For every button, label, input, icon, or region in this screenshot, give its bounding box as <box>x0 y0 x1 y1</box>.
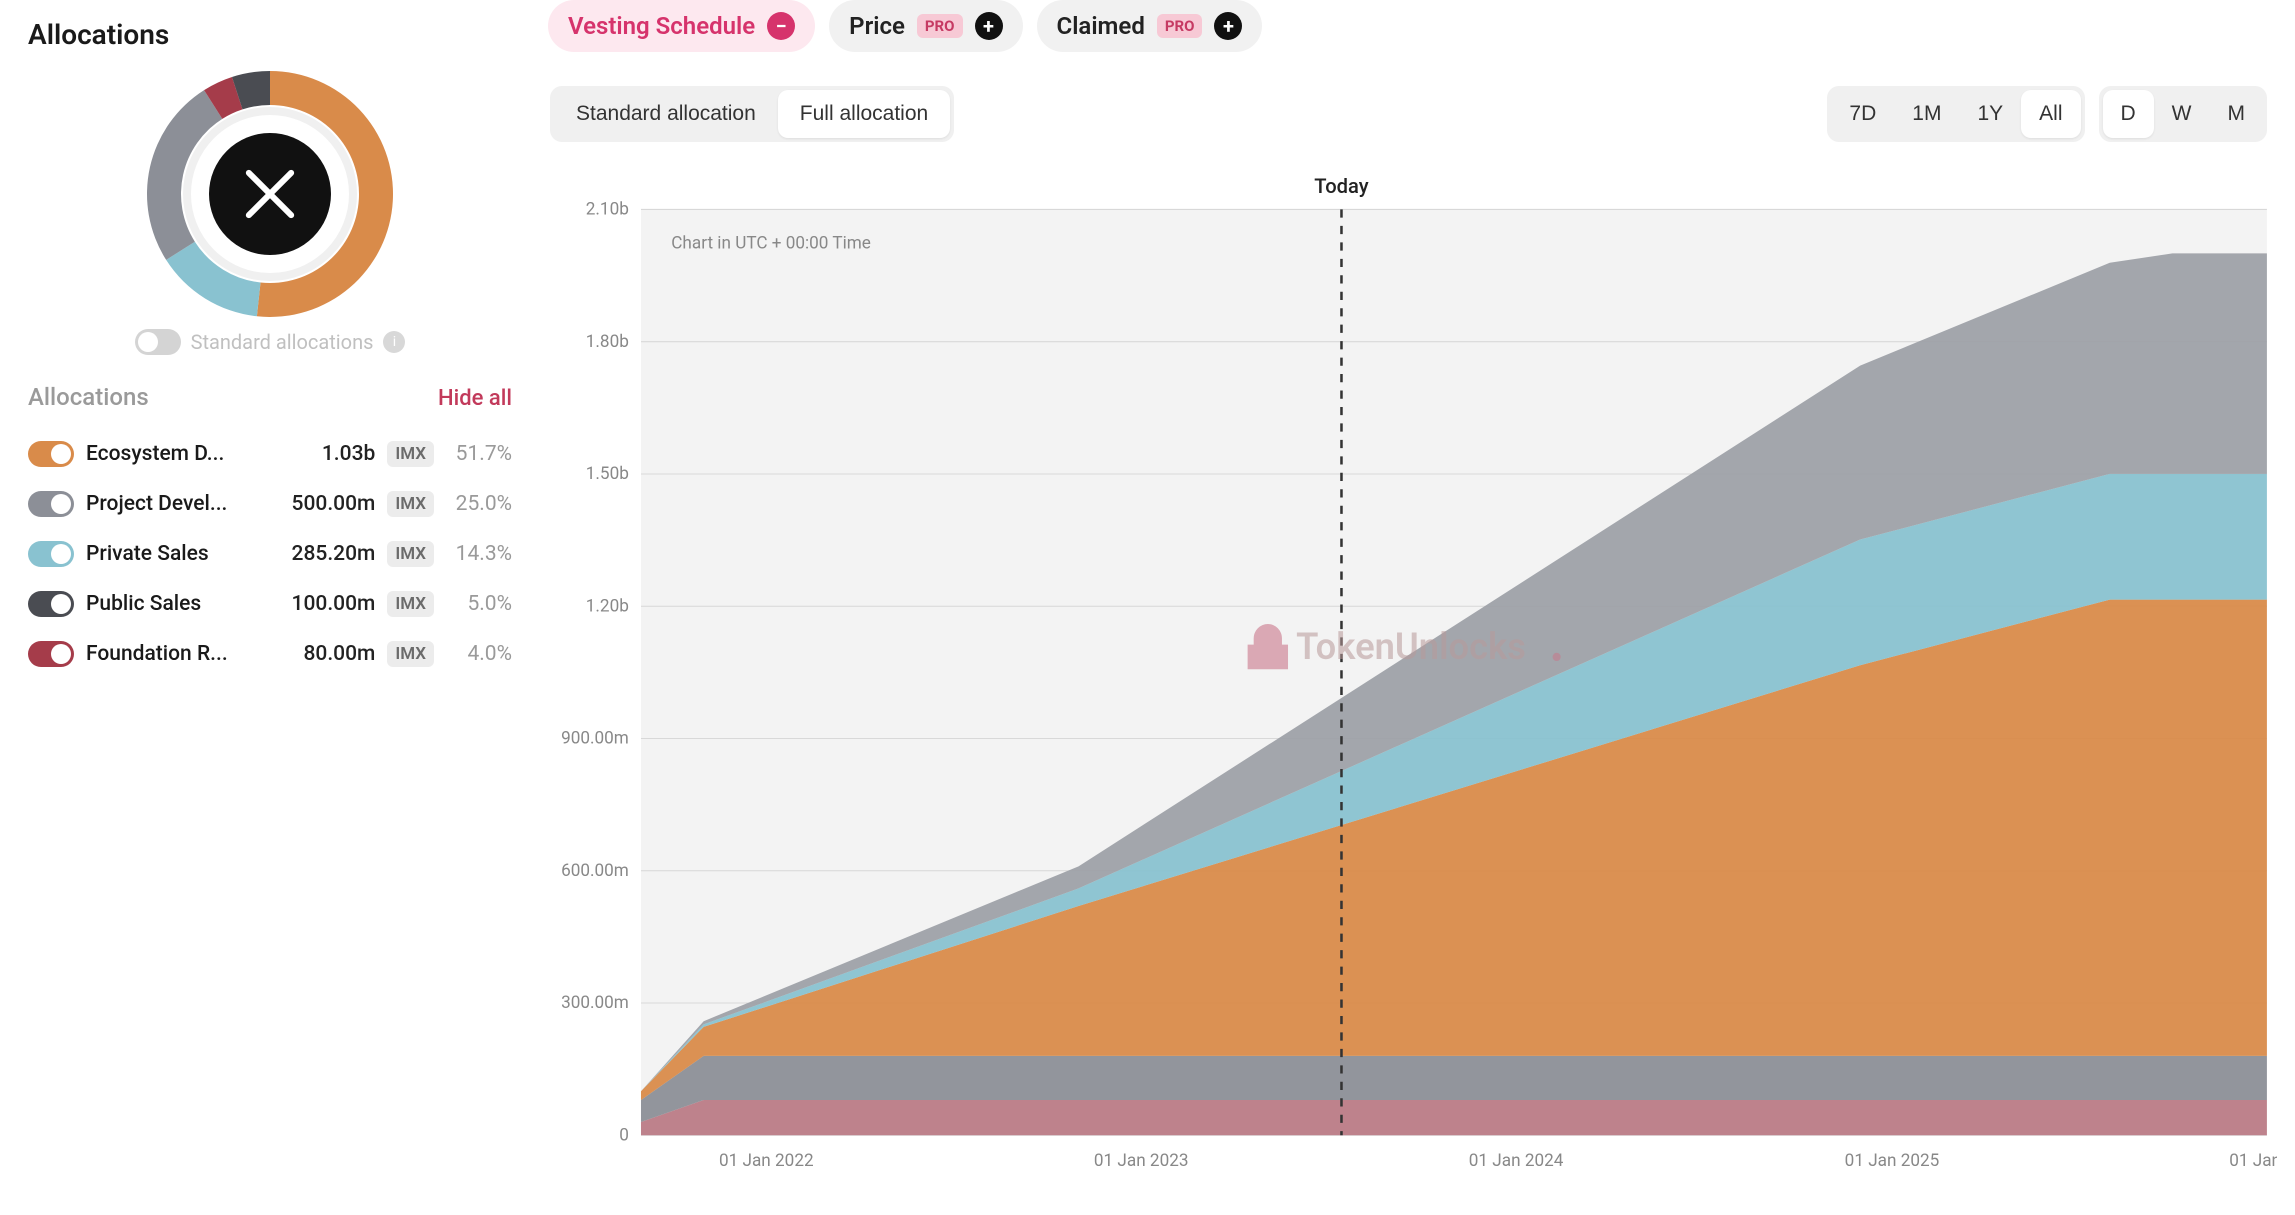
y-axis-label: 1.80b <box>586 332 629 352</box>
allocation-item: Foundation R... 80.00m IMX 4.0% <box>28 629 512 679</box>
standard-allocations-row: Standard allocations i <box>135 329 406 355</box>
interval-option[interactable]: M <box>2210 90 2264 138</box>
allocation-mode-option[interactable]: Standard allocation <box>554 90 778 138</box>
allocation-toggle[interactable] <box>28 491 74 517</box>
allocation-amount: 285.20m <box>292 542 376 566</box>
chart-area: 0 300.00m 600.00m 900.00m 1.20b 1.50b 1.80b 2.1… <box>540 158 2277 1197</box>
allocation-name: Ecosystem D... <box>86 442 310 466</box>
allocation-toggle[interactable] <box>28 441 74 467</box>
allocation-mode-segment: Standard allocationFull allocation <box>550 86 954 142</box>
y-axis-label: 2.10b <box>586 199 629 219</box>
today-label: Today <box>1314 174 1368 198</box>
allocation-pct: 4.0% <box>446 642 512 666</box>
allocation-name: Public Sales <box>86 592 280 616</box>
token-symbol-badge: IMX <box>387 491 434 517</box>
x-axis-label: 01 Jan 2022 <box>719 1151 814 1171</box>
minus-icon: − <box>767 12 795 40</box>
y-axis-label: 300.00m <box>561 993 629 1013</box>
donut-chart-wrap: Standard allocations i <box>28 69 512 355</box>
chart-area-series <box>641 1100 2267 1135</box>
time-range-segment: 7D1M1YAll <box>1827 86 2084 142</box>
allocation-toggle[interactable] <box>28 541 74 567</box>
allocations-list: Ecosystem D... 1.03b IMX 51.7% Project Devel… <box>28 429 512 679</box>
donut-chart <box>145 69 395 319</box>
time-range-option[interactable]: 1Y <box>1959 90 2021 138</box>
allocation-pct: 14.3% <box>446 542 512 566</box>
allocation-toggle[interactable] <box>28 641 74 667</box>
allocation-item: Public Sales 100.00m IMX 5.0% <box>28 579 512 629</box>
x-axis-label: 01 Jan 2025 <box>1845 1151 1940 1171</box>
allocation-pct: 25.0% <box>446 492 512 516</box>
allocation-item: Private Sales 285.20m IMX 14.3% <box>28 529 512 579</box>
metric-chip[interactable]: Vesting Schedule− <box>548 0 815 52</box>
info-icon[interactable]: i <box>383 331 405 353</box>
metric-chip[interactable]: Price PRO + <box>829 0 1022 52</box>
token-symbol-badge: IMX <box>387 541 434 567</box>
interval-option[interactable]: W <box>2154 90 2210 138</box>
y-axis-label: 1.20b <box>586 596 629 616</box>
time-range-option[interactable]: 7D <box>1831 90 1894 138</box>
allocation-item: Project Devel... 500.00m IMX 25.0% <box>28 479 512 529</box>
vesting-chart: 0 300.00m 600.00m 900.00m 1.20b 1.50b 1.80b 2.1… <box>540 158 2277 1197</box>
allocation-name: Project Devel... <box>86 492 280 516</box>
donut-slice[interactable] <box>147 90 222 260</box>
x-axis-label: 01 Jan 2023 <box>1094 1151 1189 1171</box>
allocation-pct: 51.7% <box>446 442 512 466</box>
metric-chip[interactable]: Claimed PRO + <box>1037 0 1263 52</box>
chart-note: Chart in UTC + 00:00 Time <box>671 233 871 253</box>
y-axis-label: 600.00m <box>561 861 629 881</box>
chart-controls-row: Standard allocationFull allocation 7D1M1… <box>540 70 2277 158</box>
sidebar: Allocations Standard allocations i Alloc… <box>0 0 540 1215</box>
time-range-option[interactable]: 1M <box>1894 90 1959 138</box>
token-symbol-badge: IMX <box>387 641 434 667</box>
y-axis-label: 900.00m <box>561 728 629 748</box>
token-symbol-badge: IMX <box>387 441 434 467</box>
hide-all-button[interactable]: Hide all <box>438 386 512 411</box>
allocation-mode-option[interactable]: Full allocation <box>778 90 950 138</box>
x-axis-label: 01 Jan 20 <box>2229 1151 2277 1171</box>
chip-label: Price <box>849 12 905 40</box>
allocation-amount: 500.00m <box>292 492 376 516</box>
allocation-pct: 5.0% <box>446 592 512 616</box>
svg-text:TokenUnlocks: TokenUnlocks <box>1296 625 1526 668</box>
chip-label: Claimed <box>1057 12 1145 40</box>
allocations-header-title: Allocations <box>28 383 149 411</box>
allocation-toggle[interactable] <box>28 591 74 617</box>
allocation-name: Foundation R... <box>86 642 291 666</box>
standard-allocations-toggle[interactable] <box>135 329 181 355</box>
token-symbol-badge: IMX <box>387 591 434 617</box>
plus-icon: + <box>975 12 1003 40</box>
allocation-item: Ecosystem D... 1.03b IMX 51.7% <box>28 429 512 479</box>
standard-allocations-label: Standard allocations <box>191 330 374 354</box>
x-axis-label: 01 Jan 2024 <box>1469 1151 1564 1171</box>
pro-badge: PRO <box>917 14 963 38</box>
chip-label: Vesting Schedule <box>568 12 755 40</box>
allocation-amount: 80.00m <box>303 642 375 666</box>
interval-option[interactable]: D <box>2103 90 2154 138</box>
metric-chip-row: Vesting Schedule− Price PRO + Claimed PRO + <box>540 0 2277 70</box>
time-range-option[interactable]: All <box>2021 90 2080 138</box>
main: Vesting Schedule− Price PRO + Claimed PRO + St… <box>540 0 2295 1215</box>
pro-badge: PRO <box>1157 14 1203 38</box>
allocation-amount: 1.03b <box>322 442 375 466</box>
allocation-name: Private Sales <box>86 542 280 566</box>
plus-icon: + <box>1214 12 1242 40</box>
allocation-amount: 100.00m <box>292 592 376 616</box>
sidebar-title: Allocations <box>28 18 512 51</box>
allocations-header: Allocations Hide all <box>28 383 512 411</box>
interval-segment: DWM <box>2099 86 2268 142</box>
y-axis-label: 1.50b <box>586 464 629 484</box>
y-axis-label: 0 <box>619 1125 629 1145</box>
